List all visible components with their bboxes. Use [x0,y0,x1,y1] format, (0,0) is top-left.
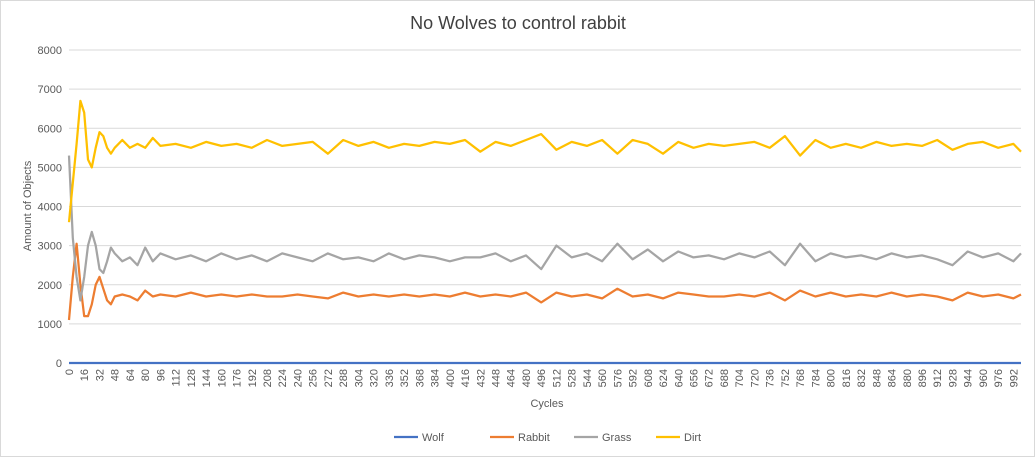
x-tick-label: 992 [1008,369,1020,387]
y-tick-label: 1000 [38,319,62,331]
x-axis-ticks: 0 16 32 48 64 80 96 112 128 144 160 176 192 208 224 240… [64,369,1020,387]
y-tick-label: 0 [56,358,62,370]
x-tick-label: 416 [460,369,472,387]
x-tick-label: 128 [186,369,198,387]
x-tick-label: 496 [536,369,548,387]
x-tick-label: 368 [414,369,426,387]
y-axis-label: Amount of Objects [22,160,34,251]
legend-label: Rabbit [518,432,550,444]
x-tick-label: 816 [841,369,853,387]
x-tick-label: 448 [490,369,502,387]
x-tick-label: 336 [384,369,396,387]
x-tick-label: 880 [902,369,914,387]
legend-label: Grass [602,432,632,444]
x-tick-label: 400 [445,369,457,387]
x-tick-label: 0 [64,369,76,375]
x-tick-label: 752 [780,369,792,387]
x-tick-label: 784 [810,369,822,387]
x-tick-label: 272 [323,369,335,387]
x-tick-label: 688 [719,369,731,387]
legend-label: Wolf [422,432,445,444]
y-tick-label: 3000 [38,241,62,253]
x-tick-label: 736 [765,369,777,387]
chart-title: No Wolves to control rabbit [410,13,626,33]
x-tick-label: 160 [216,369,228,387]
legend-item-wolf: Wolf [394,432,445,444]
x-tick-label: 576 [612,369,624,387]
y-tick-label: 6000 [38,123,62,135]
x-tick-label: 560 [597,369,609,387]
x-tick-label: 48 [110,369,122,381]
x-axis-label: Cycles [530,398,564,410]
x-tick-label: 544 [582,369,594,387]
x-tick-label: 32 [94,369,106,381]
x-tick-label: 768 [795,369,807,387]
x-tick-label: 976 [993,369,1005,387]
x-tick-label: 144 [201,369,213,387]
x-tick-label: 176 [232,369,244,387]
gridlines [69,49,1021,364]
x-tick-label: 208 [262,369,274,387]
x-tick-label: 928 [947,369,959,387]
y-tick-label: 8000 [38,45,62,57]
x-tick-label: 192 [247,369,259,387]
x-tick-label: 464 [506,369,518,387]
series-line-rabbit [67,242,1022,321]
x-tick-label: 592 [628,369,640,387]
legend-item-grass: Grass [574,432,632,444]
x-tick-label: 288 [338,369,350,387]
y-tick-label: 5000 [38,162,62,174]
x-tick-label: 672 [704,369,716,387]
x-tick-label: 304 [353,369,365,387]
x-tick-label: 800 [826,369,838,387]
legend: Wolf Rabbit Grass Dirt [394,432,701,444]
series-line-dirt [67,99,1022,223]
x-tick-label: 112 [171,369,183,387]
x-tick-label: 528 [567,369,579,387]
x-tick-label: 512 [551,369,563,387]
y-axis-ticks: 0 1000 2000 3000 4000 5000 6000 7000 8000 [38,45,62,370]
x-tick-label: 96 [155,369,167,381]
legend-item-rabbit: Rabbit [490,432,550,444]
series-line-grass [67,155,1022,302]
x-tick-label: 912 [932,369,944,387]
x-tick-label: 16 [79,369,91,381]
x-tick-label: 64 [125,369,137,381]
x-tick-label: 720 [749,369,761,387]
x-tick-label: 656 [689,369,701,387]
x-tick-label: 352 [399,369,411,387]
x-tick-label: 224 [277,369,289,387]
x-tick-label: 432 [475,369,487,387]
x-tick-label: 960 [978,369,990,387]
x-tick-label: 608 [643,369,655,387]
y-tick-label: 7000 [38,84,62,96]
x-tick-label: 320 [369,369,381,387]
legend-label: Dirt [684,432,701,444]
x-tick-label: 640 [673,369,685,387]
x-tick-label: 944 [963,369,975,387]
y-tick-label: 4000 [38,202,62,214]
x-tick-label: 848 [871,369,883,387]
x-tick-label: 896 [917,369,929,387]
x-tick-label: 240 [292,369,304,387]
y-tick-label: 2000 [38,280,62,292]
x-tick-label: 480 [521,369,533,387]
x-tick-label: 832 [856,369,868,387]
legend-item-dirt: Dirt [656,432,701,444]
x-tick-label: 384 [430,369,442,387]
x-tick-label: 80 [140,369,152,381]
x-tick-label: 704 [734,369,746,387]
x-tick-label: 256 [308,369,320,387]
x-tick-label: 864 [887,369,899,387]
x-tick-label: 624 [658,369,670,387]
series-lines [67,99,1022,365]
